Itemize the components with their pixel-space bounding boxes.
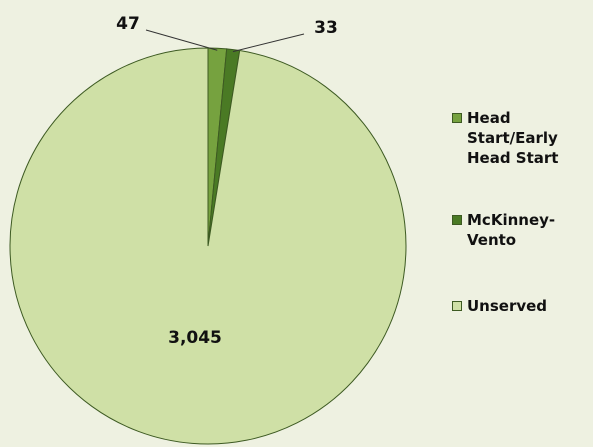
data-label: 3,045 (168, 328, 222, 348)
legend-swatch (452, 113, 462, 123)
data-label: 33 (314, 18, 338, 38)
legend-item: Head Start/Early Head Start (452, 108, 593, 168)
legend-swatch (452, 301, 462, 311)
legend-label: Unserved (467, 297, 548, 315)
legend-label: Head Start/Early Head Start (467, 109, 559, 167)
legend-item: McKinney-Vento (452, 210, 593, 250)
leader-line (232, 33, 305, 53)
legend-swatch (452, 215, 462, 225)
legend-label: McKinney-Vento (467, 211, 556, 249)
pie-slice (9, 47, 407, 445)
legend-item: Unserved (452, 296, 593, 316)
data-label: 47 (116, 14, 140, 34)
legend: Head Start/Early Head Start McKinney-Vent… (452, 108, 593, 316)
leader-line (145, 29, 218, 51)
